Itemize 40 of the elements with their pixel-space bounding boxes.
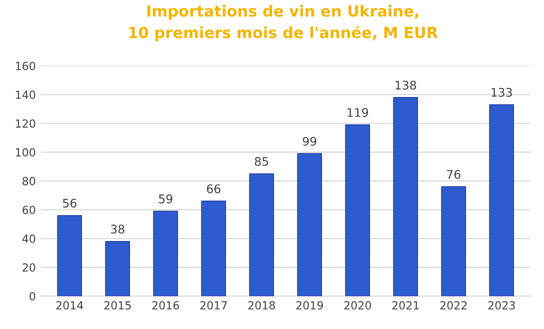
data-label: 56 xyxy=(63,198,76,208)
bar xyxy=(153,210,178,296)
y-tick-label: 0 xyxy=(30,292,36,300)
data-label: 59 xyxy=(159,194,172,204)
data-label: 76 xyxy=(447,170,460,179)
bar xyxy=(441,186,466,296)
x-tick-label: 2022 xyxy=(440,301,467,310)
y-tick-label: 40 xyxy=(22,234,36,243)
data-label: 138 xyxy=(396,80,416,90)
bar xyxy=(345,124,370,296)
bar xyxy=(489,104,514,296)
x-tick-label: 2020 xyxy=(344,301,371,310)
x-tick-label: 2014 xyxy=(56,301,84,310)
data-label: 133 xyxy=(492,88,512,97)
bar xyxy=(57,215,82,296)
bar xyxy=(249,173,274,296)
chart-title: Importations de vin en Ukraine, 10 premiers mois de l'année, M EUR xyxy=(129,4,438,42)
data-label: 119 xyxy=(348,108,368,117)
x-tick-label: 2015 xyxy=(104,301,131,310)
x-tick-label: 2019 xyxy=(296,301,323,310)
y-tick-label: 140 xyxy=(16,90,36,99)
y-tick-label: 60 xyxy=(22,206,36,214)
y-tick-label: 20 xyxy=(22,263,36,272)
y-tick-label: 80 xyxy=(22,176,36,186)
y-tick-label: 100 xyxy=(16,148,36,157)
x-tick-label: 2016 xyxy=(152,301,180,310)
data-label: 99 xyxy=(302,136,316,146)
x-tick-label: 2023 xyxy=(488,301,515,310)
bar xyxy=(297,153,322,296)
x-tick-label: 2018 xyxy=(248,301,275,310)
data-label: 85 xyxy=(254,156,268,166)
x-tick-label: 2021 xyxy=(392,301,419,310)
y-tick-label: 120 xyxy=(16,119,36,128)
y-tick-label: 160 xyxy=(16,62,36,70)
data-label: 38 xyxy=(110,224,124,234)
x-tick-label: 2017 xyxy=(200,301,227,310)
bar xyxy=(201,200,226,296)
bar xyxy=(393,97,418,296)
bar xyxy=(105,240,130,296)
data-label: 66 xyxy=(206,184,220,194)
